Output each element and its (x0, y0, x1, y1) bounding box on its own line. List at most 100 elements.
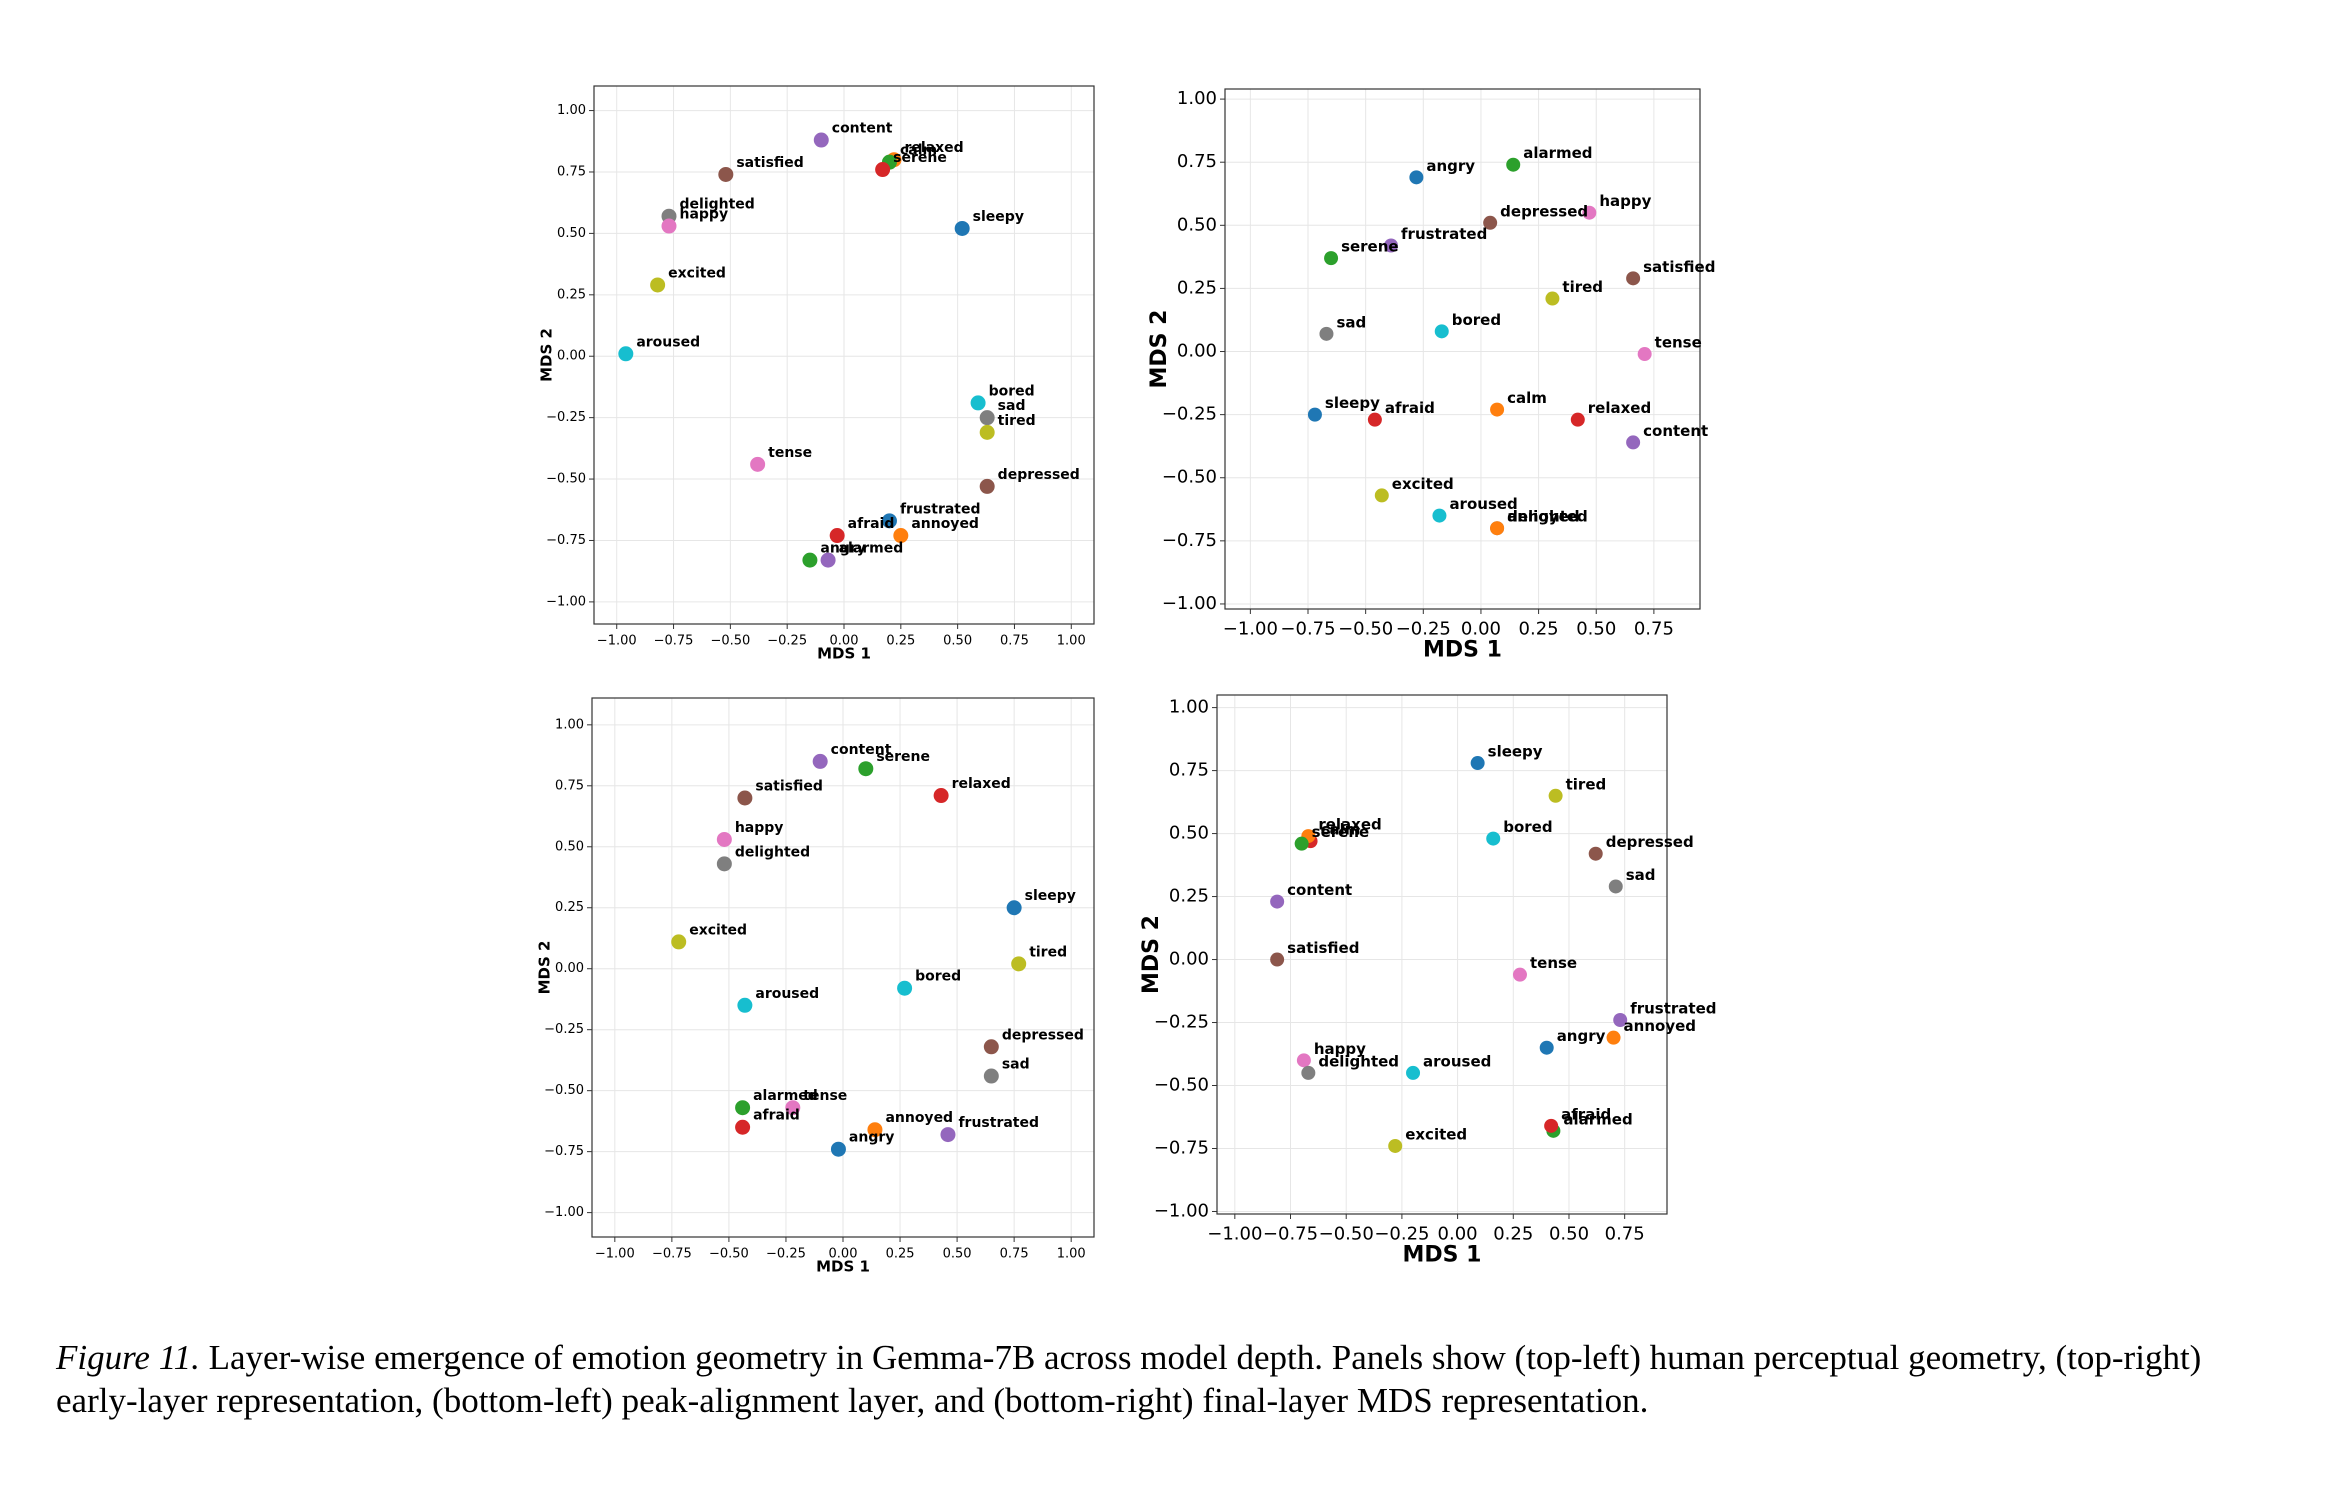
point-label: delighted (680, 197, 755, 213)
point-label: relaxed (1588, 399, 1651, 417)
point-label: excited (689, 922, 747, 938)
x-tick-label: 0.25 (886, 634, 915, 649)
x-tick-label: 0.25 (1493, 1224, 1533, 1245)
point (1506, 157, 1521, 172)
y-tick-label: 1.00 (557, 103, 586, 118)
point-label: bored (989, 383, 1035, 399)
y-tick-label: −0.75 (1154, 1137, 1209, 1158)
point (1548, 788, 1563, 803)
point-label: depressed (1606, 833, 1694, 851)
point-label: tense (1655, 334, 1702, 352)
point-label: alarmed (1523, 144, 1592, 162)
point-label: tense (803, 1088, 847, 1104)
point (1544, 1118, 1559, 1133)
y-tick-label: 0.25 (557, 287, 586, 302)
point (1301, 1065, 1316, 1080)
point (1324, 251, 1339, 266)
point-label: depressed (1500, 202, 1588, 220)
point (1588, 846, 1603, 861)
x-tick-label: −0.25 (1396, 619, 1451, 640)
point (1434, 324, 1449, 339)
point-label: content (831, 742, 892, 758)
y-axis-label: MDS 2 (1139, 915, 1164, 994)
point (661, 218, 677, 234)
point (671, 934, 687, 950)
point (618, 346, 634, 362)
panel: −1.00 −0.75 −0.50 −0.25 0.00 0.25 0.50 0.75 1.00… (536, 697, 1095, 1275)
point (1483, 215, 1498, 230)
point-label: alarmed (839, 541, 904, 557)
point-label: afraid (848, 516, 895, 532)
point (829, 528, 845, 544)
point (1006, 900, 1022, 916)
x-tick-label: 0.50 (943, 634, 972, 649)
point (735, 1119, 751, 1135)
x-tick-label: 1.00 (1057, 634, 1086, 649)
point (940, 1127, 956, 1143)
point-label: sad (1626, 866, 1656, 884)
point (1388, 1138, 1403, 1153)
point-label: excited (1405, 1125, 1467, 1143)
point-label: satisfied (1643, 258, 1715, 276)
y-tick-label: 0.00 (1177, 341, 1217, 362)
y-tick-label: 0.25 (555, 900, 584, 915)
y-tick-label: 0.25 (1177, 277, 1217, 298)
y-tick-label: −0.50 (1162, 467, 1217, 488)
point (716, 856, 732, 872)
point-label: depressed (998, 467, 1080, 483)
point (1637, 347, 1652, 362)
x-tick-label: 0.50 (1576, 619, 1616, 640)
point-label: delighted (1507, 508, 1588, 526)
point-label: happy (1599, 192, 1651, 210)
point-label: sleepy (973, 209, 1024, 225)
x-tick-label: −0.50 (1319, 1224, 1374, 1245)
point-label: calm (900, 143, 937, 159)
point-label: aroused (755, 986, 819, 1002)
point (983, 1039, 999, 1055)
x-tick-label: 0.00 (829, 1247, 858, 1262)
point (1608, 879, 1623, 894)
point-label: angry (1557, 1027, 1606, 1045)
point (1374, 488, 1389, 503)
point-label: aroused (1449, 495, 1517, 513)
y-tick-label: 0.50 (555, 839, 584, 854)
point (893, 528, 909, 544)
point-label: annoyed (885, 1110, 953, 1126)
point-label: delighted (735, 844, 810, 860)
point-label: bored (1503, 818, 1552, 836)
point-label: tense (1530, 954, 1577, 972)
point (1545, 291, 1560, 306)
x-tick-label: −0.25 (766, 1247, 806, 1262)
point (1270, 894, 1285, 909)
point-label: frustrated (958, 1115, 1039, 1131)
point (1384, 238, 1399, 253)
point (970, 395, 986, 411)
x-tick-label: 0.75 (1634, 619, 1674, 640)
figure: −1.00 −0.75 −0.50 −0.25 0.00 0.25 0.50 0.75 1.00… (536, 85, 1717, 1275)
point-label: sleepy (1025, 888, 1076, 904)
x-tick-label: −0.25 (767, 634, 807, 649)
y-tick-label: −0.50 (546, 472, 586, 487)
point (1307, 407, 1322, 422)
point-label: content (832, 121, 893, 137)
x-tick-label: −1.00 (597, 634, 637, 649)
y-tick-label: 0.75 (555, 778, 584, 793)
point-label: sleepy (1488, 743, 1543, 761)
y-tick-label: 0.00 (557, 349, 586, 364)
x-axis-label: MDS 1 (816, 1257, 870, 1275)
point (1512, 967, 1527, 982)
point (1432, 508, 1447, 523)
point-label: afraid (1385, 399, 1435, 417)
point-label: frustrated (900, 501, 981, 517)
point-label: annoyed (911, 516, 979, 532)
x-tick-label: 1.00 (1057, 1247, 1086, 1262)
point (979, 424, 995, 440)
point-label: serene (1341, 238, 1399, 256)
point (1294, 836, 1309, 851)
y-tick-label: −1.00 (1162, 593, 1217, 614)
point-label: sad (998, 398, 1026, 414)
point-label: relaxed (952, 776, 1011, 792)
point-label: depressed (1002, 1027, 1084, 1043)
point (737, 790, 753, 806)
point (750, 456, 766, 472)
